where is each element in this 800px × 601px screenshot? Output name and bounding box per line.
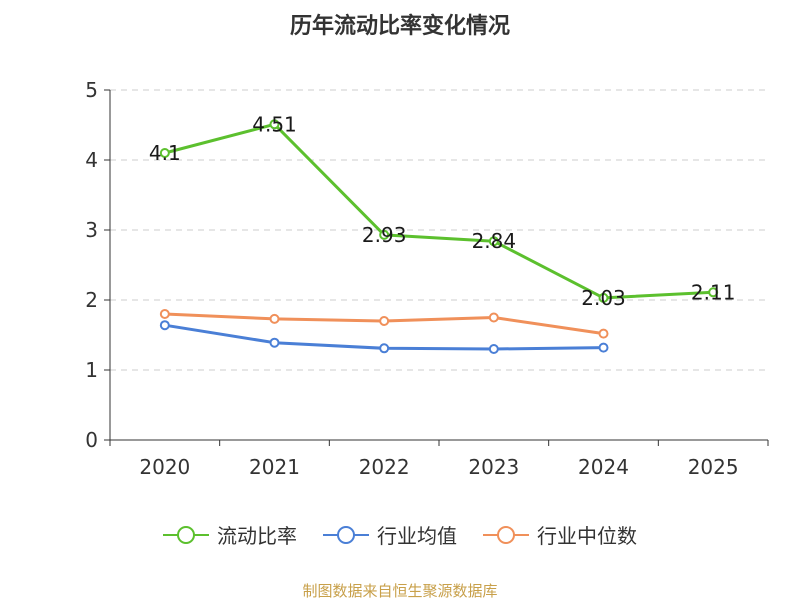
x-tick-label: 2020 xyxy=(139,455,190,479)
x-tick-label: 2021 xyxy=(249,455,300,479)
data-label: 4.51 xyxy=(252,112,297,136)
series-lines xyxy=(159,119,719,354)
data-point xyxy=(269,313,280,324)
data-point xyxy=(379,229,390,240)
data-labels: 4.1 4.51 2.93 2.84 2.03 2.11 xyxy=(149,112,736,310)
data-point xyxy=(379,343,390,354)
x-tick-label: 2022 xyxy=(359,455,410,479)
data-point xyxy=(488,344,499,354)
data-point xyxy=(488,236,499,247)
data-point xyxy=(159,148,170,158)
chart-title: 历年流动比率变化情况 xyxy=(289,14,510,39)
data-point xyxy=(598,292,609,303)
axes: 0 1 2 3 4 5 2020 2021 2022 2023 2024 2025 xyxy=(85,78,769,479)
data-point xyxy=(269,119,280,130)
legend: 流动比率 行业均值 行业中位数 xyxy=(0,520,800,549)
y-tick-label: 1 xyxy=(85,358,98,382)
data-point xyxy=(269,337,280,348)
data-point xyxy=(708,287,719,298)
y-tick-label: 5 xyxy=(85,78,98,102)
x-tick-label: 2023 xyxy=(468,455,519,479)
legend-item-industry-mean[interactable]: 行业均值 xyxy=(323,520,457,549)
y-tick-label: 4 xyxy=(85,148,98,172)
data-label: 2.11 xyxy=(691,280,736,304)
data-point xyxy=(488,312,499,323)
legend-label: 行业中位数 xyxy=(537,524,637,548)
legend-label: 行业均值 xyxy=(377,524,457,548)
data-label: 2.84 xyxy=(472,229,517,253)
data-point xyxy=(598,328,609,339)
y-tick-label: 2 xyxy=(85,288,98,312)
legend-label: 流动比率 xyxy=(217,524,297,548)
legend-marker-icon xyxy=(163,525,209,544)
legend-marker-icon xyxy=(483,525,529,544)
y-tick-label: 3 xyxy=(85,218,98,242)
legend-item-current-ratio[interactable]: 流动比率 xyxy=(163,520,297,549)
data-point xyxy=(598,342,609,353)
x-tick-label: 2024 xyxy=(578,455,629,479)
series-line xyxy=(164,122,714,300)
x-tick-label: 2025 xyxy=(688,455,739,479)
grid-lines xyxy=(110,89,768,371)
source-note: 制图数据来自恒生聚源数据库 xyxy=(302,582,498,600)
data-label: 4.1 xyxy=(149,141,181,165)
data-point xyxy=(159,309,170,319)
data-label: 2.93 xyxy=(362,223,407,247)
legend-marker-icon xyxy=(323,525,369,544)
y-tick-label: 0 xyxy=(85,428,98,452)
data-point xyxy=(379,316,390,326)
data-point xyxy=(159,320,170,331)
legend-item-industry-median[interactable]: 行业中位数 xyxy=(483,520,637,549)
data-label: 2.03 xyxy=(581,286,626,310)
